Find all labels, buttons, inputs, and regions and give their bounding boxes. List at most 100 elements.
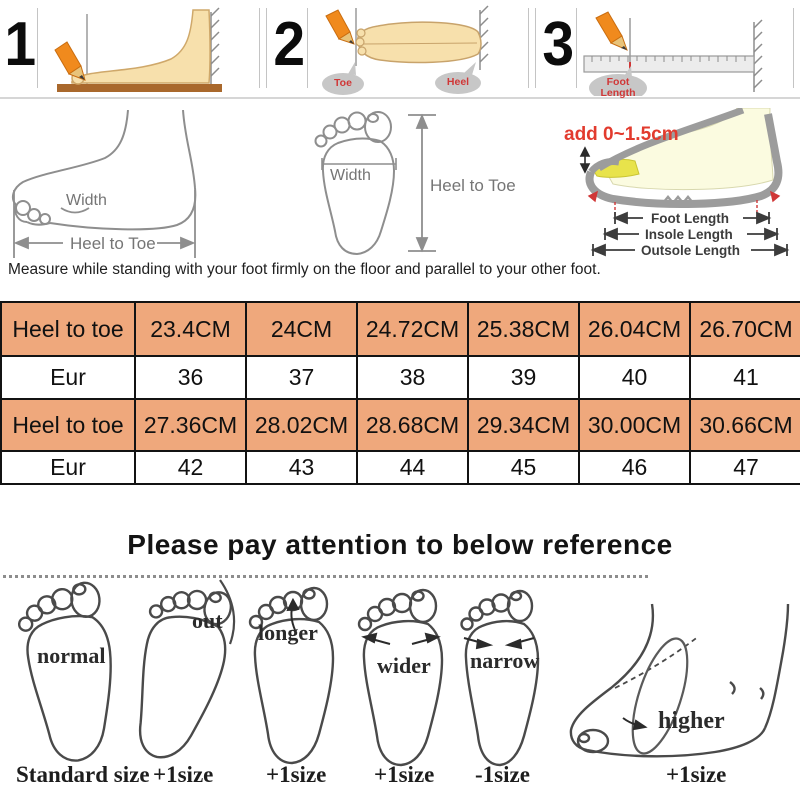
floor-board [57,84,222,92]
foot-normal-diagram [18,581,112,762]
side-foot-shape [71,9,211,84]
shape-label-longer: longer [258,620,318,645]
size-cell: 23.4CM [134,301,247,357]
step3-ruler-illustration [583,11,763,96]
row-header: Heel to toe [0,301,136,357]
heel-to-toe-label-sole: Heel to Toe [430,176,516,195]
shape-label-out: out [192,608,223,633]
heel-bubble-label: Heel [446,76,470,88]
dotted-separator [3,575,648,578]
bubble-tail [624,66,632,78]
ruler-ticks [591,56,746,62]
foot-length-label: Foot Length [648,211,732,226]
higher-arrow [622,717,648,731]
size-cell: 47 [689,450,800,485]
divider-line [528,8,529,88]
size-label-narrow: -1size [475,762,530,787]
add-arrow [579,146,591,174]
bubble-tail [348,62,356,75]
toe-bump [355,37,365,47]
heel-bubble [435,72,481,94]
add-note-label: add 0~1.5cm [564,124,679,145]
size-cell: 44 [356,450,469,485]
foot-length-bubble [589,74,647,96]
table-row-heel-to-toe-2: Heel to toe 27.36CM 28.02CM 28.68CM 29.3… [0,398,800,452]
size-cell: 26.04CM [578,301,691,357]
size-cell: 29.34CM [467,398,580,452]
foot-narrow-diagram [460,589,540,767]
size-label-wider: +1size [374,762,435,787]
ruler [583,55,755,73]
shape-label-narrow: narrow [470,648,540,673]
divider-line [259,8,260,88]
size-cell: 46 [578,450,691,485]
size-cell: 43 [245,450,358,485]
divider-line [793,8,794,88]
size-cell: 45 [467,450,580,485]
size-cell: 38 [356,355,469,400]
foot-longer-diagram [248,586,335,765]
shape-label-normal: normal [37,643,106,668]
width-label-side: Width [66,192,107,209]
measuring-tape-loop [631,637,689,755]
size-cell: 26.70CM [689,301,800,357]
width-label-sole: Width [330,167,371,184]
pencil-icon [325,9,355,45]
table-row-eur-2: Eur 42 43 44 45 46 47 [0,450,800,485]
size-cell: 24CM [245,301,358,357]
size-cell: 28.02CM [245,398,358,452]
heel-to-toe-label-side: Heel to Toe [70,234,156,253]
size-cell: 27.36CM [134,398,247,452]
size-label-out: +1size [153,762,214,787]
longer-arrow [286,597,300,631]
divider-line [266,8,267,88]
shoe-outline [585,108,783,208]
row-header: Heel to toe [0,398,136,452]
size-cell: 30.00CM [578,398,691,452]
step-number-1: 1 [4,10,37,79]
size-table: Heel to toe 23.4CM 24CM 24.72CM 25.38CM … [0,301,800,485]
size-cell: 40 [578,355,691,400]
size-label-standard: Standard size [16,762,150,787]
step1-side-foot-illustration [54,7,222,92]
step-number-2: 2 [273,10,306,79]
size-label-longer: +1size [266,762,327,787]
divider-line [37,8,38,88]
outsole-length-label: Outsole Length [638,243,743,258]
size-cell: 41 [689,355,800,400]
size-cell: 28.68CM [356,398,469,452]
shape-label-wider: wider [377,653,431,678]
shape-label-higher: higher [658,708,725,734]
foot-length-bubble-label: Foot Length [600,76,636,99]
step-number-3: 3 [542,10,575,79]
row-header: Eur [0,355,136,400]
foot-midline [361,42,478,45]
foot-wider-diagram [357,588,444,767]
size-cell: 36 [134,355,247,400]
measuring-steps-band: 1 2 3 [0,0,800,99]
size-cell: 42 [134,450,247,485]
table-row-heel-to-toe-1: Heel to toe 23.4CM 24CM 24.72CM 25.38CM … [0,301,800,357]
wall-hatch [753,19,763,92]
foot-out-diagram [138,579,236,759]
foot-higher-diagram [569,603,790,758]
out-boundary-curve [219,579,236,645]
size-label-higher: +1size [666,762,727,787]
size-cell: 37 [245,355,358,400]
divider-line [307,8,308,88]
pencil-icon [595,11,628,51]
toe-bump [356,28,366,38]
step2-top-foot-illustration [322,5,489,95]
sole-diagram [314,111,436,256]
toe-bubble [322,73,364,95]
top-foot-shape [356,21,482,64]
size-cell: 30.66CM [689,398,800,452]
insole-length-label: Insole Length [642,227,736,242]
wall-hatch [479,5,489,70]
toe-bump [357,46,367,56]
table-row-eur-1: Eur 36 37 38 39 40 41 [0,355,800,400]
divider-line [535,8,536,88]
measure-note: Measure while standing with your foot fi… [8,261,601,278]
side-foot-diagram [11,110,197,258]
size-cell: 39 [467,355,580,400]
